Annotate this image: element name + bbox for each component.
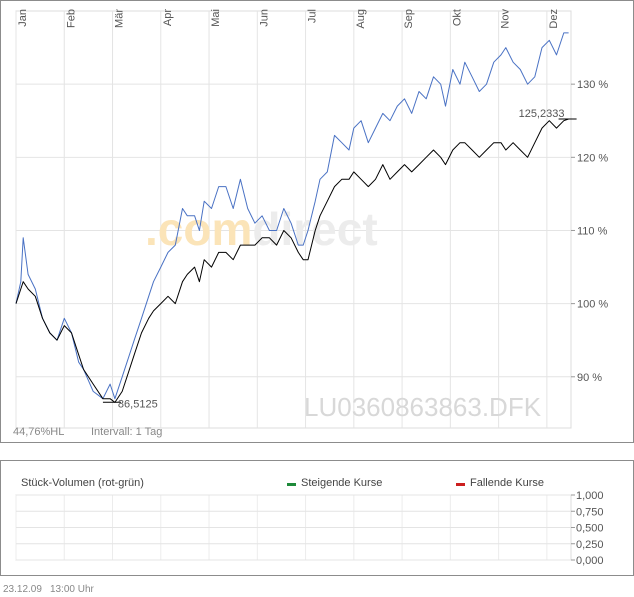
max-label: 125,2333	[519, 108, 565, 120]
month-tick-label: Jun	[258, 9, 270, 27]
y-tick-label: 110 %	[577, 225, 608, 237]
legend-swatch	[456, 483, 465, 486]
volume-y-axis: 1,000 0,750 0,500 0,250 0,000	[576, 490, 604, 567]
y-tick-label: 130 %	[577, 79, 608, 91]
watermark-text: .comdirect	[145, 203, 378, 255]
watermark: .comdirect	[145, 203, 378, 255]
month-tick-label: Mai	[210, 9, 222, 27]
month-tick-label: Mär	[114, 9, 126, 28]
volume-y-tick-label: 1,000	[576, 490, 604, 502]
month-tick-label: Jul	[307, 9, 319, 23]
annotations: 125,2333 86,5125	[102, 108, 577, 410]
isin-label: LU0360863863.DFK	[304, 392, 542, 422]
y-axis: 90 % 100 % 110 % 120 % 130 %	[577, 79, 608, 384]
price-chart-panel: .comdirect LU0360863863.DFK Jan Feb Mär Apr…	[0, 0, 634, 443]
volume-y-tick-label: 0,750	[576, 506, 604, 518]
month-tick-label: Apr	[162, 9, 174, 26]
footer-time: 13:00 Uhr	[49, 584, 94, 595]
footer-timestamp: 23.12.09 13:00 Uhr	[3, 584, 102, 595]
month-tick-label: Feb	[65, 9, 77, 28]
volume-y-tick-label: 0,500	[576, 523, 604, 535]
month-tick-label: Okt	[451, 9, 463, 26]
month-tick-label: Sep	[403, 9, 415, 29]
series-line-1	[15, 118, 569, 403]
month-tick-label: Aug	[355, 9, 367, 29]
min-label: 86,5125	[118, 398, 158, 410]
month-tick-label: Jan	[17, 9, 29, 27]
interval-info: Intervall: 1 Tag	[91, 426, 162, 438]
volume-legend: Steigende Kurse Fallende Kurse	[287, 477, 544, 489]
volume-grid	[15, 494, 575, 561]
footer-date: 23.12.09	[3, 584, 42, 595]
y-tick-label: 90 %	[577, 372, 602, 384]
price-chart: .comdirect LU0360863863.DFK Jan Feb Mär Apr…	[13, 9, 608, 438]
price-grid	[15, 10, 575, 429]
volume-chart: Stück-Volumen (rot-grün) Steigende Kurse…	[15, 477, 604, 567]
legend-label: Fallende Kurse	[470, 477, 544, 489]
month-axis: Jan Feb Mär Apr Mai Jun Jul Aug Sep Okt Nov Dez	[17, 9, 560, 29]
legend-label: Steigende Kurse	[301, 477, 382, 489]
series-line-0	[15, 32, 569, 400]
volume-title: Stück-Volumen (rot-grün)	[21, 477, 144, 489]
month-tick-label: Nov	[500, 9, 512, 29]
volume-y-tick-label: 0,250	[576, 539, 604, 551]
legend-swatch	[287, 483, 296, 486]
y-tick-label: 100 %	[577, 299, 608, 311]
series-group	[15, 32, 569, 403]
month-tick-label: Dez	[548, 9, 560, 29]
volume-chart-panel: Stück-Volumen (rot-grün) Steigende Kurse…	[0, 460, 634, 576]
hl-info: 44,76%HL	[13, 426, 64, 438]
volume-y-tick-label: 0,000	[576, 555, 604, 567]
y-tick-label: 120 %	[577, 152, 608, 164]
